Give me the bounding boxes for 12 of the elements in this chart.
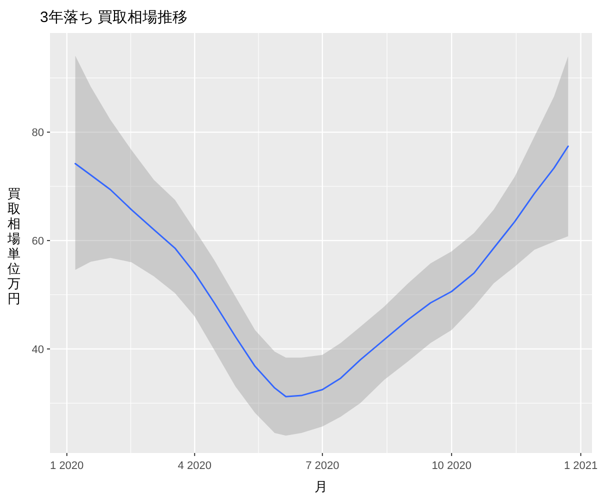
x-tick-label: 1 2021 xyxy=(564,460,598,472)
y-axis-title: 買取相場単位万円 xyxy=(6,186,20,306)
y-tick-label: 80 xyxy=(32,127,44,140)
line-series xyxy=(74,146,569,398)
x-tick-label: 10 2020 xyxy=(432,460,472,472)
chart-title: 3年落ち 買取相場推移 xyxy=(40,9,188,26)
y-tick-label: 40 xyxy=(32,344,44,356)
y-tick-label: 60 xyxy=(32,236,44,248)
x-axis-title: 月 xyxy=(314,479,328,494)
x-tick-label: 7 2020 xyxy=(306,460,340,472)
x-tick-label: 4 2020 xyxy=(178,460,212,472)
x-tick-label: 1 2020 xyxy=(50,460,84,472)
